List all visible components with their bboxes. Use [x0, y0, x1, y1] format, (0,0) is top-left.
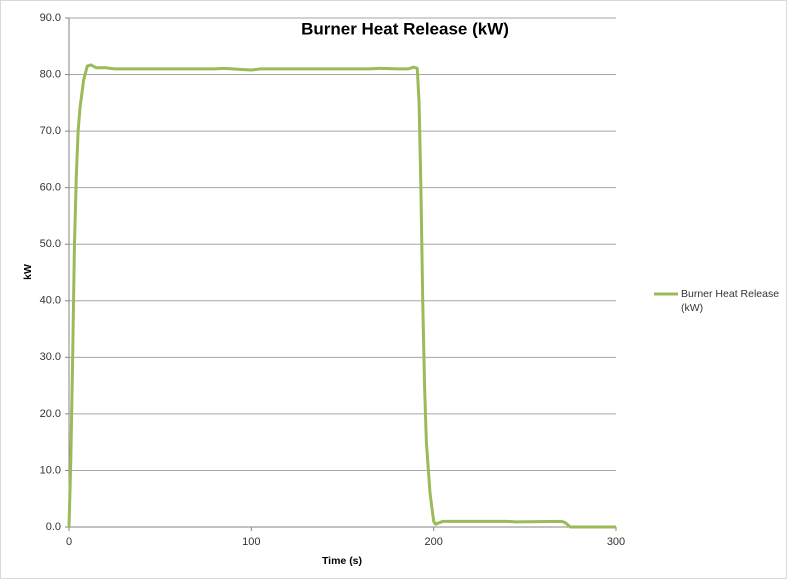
data-line: [67, 63, 616, 529]
legend: Burner Heat Release (kW): [654, 287, 788, 315]
y-tick-label: 80.0: [40, 68, 61, 80]
y-tick-label: 60.0: [40, 182, 61, 194]
x-axis-label: Time (s): [322, 555, 362, 567]
y-tick-label: 50.0: [40, 238, 61, 250]
y-tick-label: 90.0: [40, 12, 61, 24]
x-tick-label: 300: [607, 536, 625, 548]
y-tick-label: 30.0: [40, 351, 61, 363]
legend-label: Burner Heat Release (kW): [681, 288, 780, 314]
chart-title: Burner Heat Release (kW): [301, 19, 509, 38]
x-tick-label: 0: [66, 536, 72, 548]
y-tick-label: 20.0: [40, 408, 61, 420]
x-tick-label: 100: [242, 536, 260, 548]
y-tick-label: 10.0: [40, 464, 61, 476]
x-tick-label: 200: [424, 536, 442, 548]
y-tick-label: 40.0: [40, 295, 61, 307]
y-tick-label: 70.0: [40, 125, 61, 137]
y-tick-label: 0.0: [46, 521, 61, 533]
legend-swatch: [654, 292, 678, 296]
y-axis-label: kW: [22, 264, 34, 280]
